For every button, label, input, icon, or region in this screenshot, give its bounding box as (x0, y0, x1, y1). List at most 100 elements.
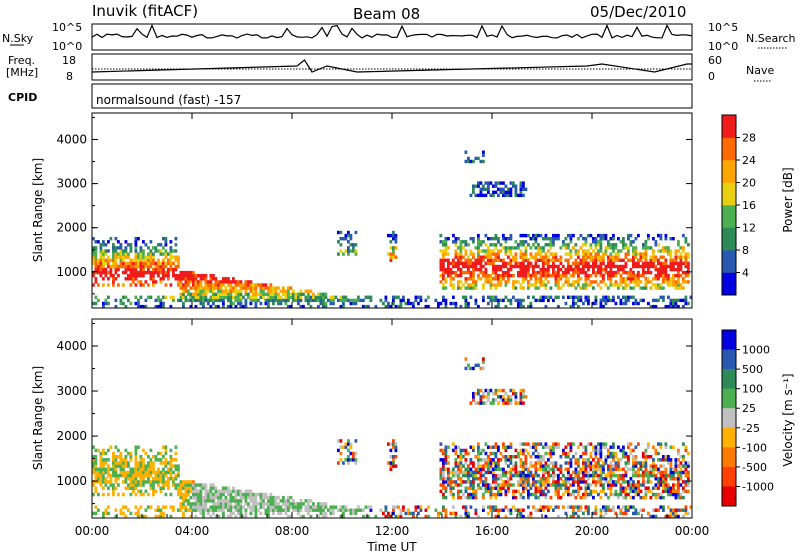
power-cell (589, 255, 593, 259)
velocity-cell (122, 467, 125, 472)
power-cell (484, 181, 488, 185)
power-cell (394, 233, 398, 238)
power-cell (222, 277, 225, 281)
velocity-cell (554, 505, 558, 509)
power-cell (137, 264, 140, 269)
power-cell (497, 193, 500, 198)
power-cell (624, 280, 628, 284)
power-cell (399, 304, 403, 309)
power-cell (324, 304, 328, 309)
power-cell (522, 277, 525, 281)
power-cell (447, 252, 450, 256)
power-cell (264, 292, 268, 296)
power-cell (674, 274, 678, 278)
velocity-cell (499, 473, 503, 478)
velocity-cell (167, 461, 170, 465)
velocity-cell (332, 508, 335, 512)
velocity-cell (519, 451, 523, 456)
power-cell (392, 237, 395, 241)
power-cell (159, 249, 163, 253)
power-cell (609, 255, 613, 259)
velocity-cell (224, 495, 228, 500)
power-cell (599, 301, 603, 306)
power-cell (594, 270, 598, 275)
power-cell (474, 301, 478, 306)
velocity-cell (217, 499, 220, 503)
power-cell (124, 277, 128, 281)
colorbar-tick-label: 4 (742, 267, 749, 280)
power-cell (582, 264, 585, 269)
power-cell (629, 280, 633, 284)
power-cell (612, 255, 615, 259)
velocity-cell (644, 467, 648, 472)
velocity-cell (149, 458, 153, 462)
velocity-cell (627, 458, 630, 462)
power-cell (292, 295, 295, 299)
power-cell (229, 292, 233, 296)
power-cell (537, 298, 540, 303)
velocity-cell (584, 461, 588, 465)
velocity-cell (317, 508, 320, 512)
power-cell (292, 298, 295, 303)
velocity-cell (604, 458, 608, 462)
velocity-cell (237, 505, 240, 509)
power-cell (224, 286, 228, 290)
velocity-cell (644, 461, 648, 465)
power-cell (482, 270, 485, 275)
power-cell (244, 283, 248, 287)
velocity-cell (127, 483, 130, 487)
velocity-cell (192, 483, 195, 487)
power-cell (127, 252, 130, 256)
power-cell (277, 292, 280, 296)
velocity-cell (467, 511, 470, 516)
velocity-cell (594, 467, 598, 472)
power-cell (347, 252, 350, 256)
power-cell (109, 258, 113, 262)
velocity-cell (469, 492, 473, 497)
velocity-cell (162, 483, 165, 487)
power-cell (494, 304, 498, 309)
power-cell (627, 298, 630, 303)
power-cell (602, 258, 605, 262)
velocity-cell (152, 455, 155, 459)
velocity-cell (604, 511, 608, 516)
velocity-cell (139, 464, 143, 468)
power-cell (522, 243, 525, 247)
velocity-cell (464, 495, 468, 500)
velocity-cell (569, 473, 573, 478)
power-cell (492, 237, 495, 241)
power-cell (587, 255, 590, 259)
power-cell (467, 156, 470, 161)
velocity-cell (152, 470, 155, 475)
power-cell (104, 298, 108, 303)
power-cell (169, 261, 173, 266)
power-cell (217, 292, 220, 296)
velocity-cell (92, 461, 95, 465)
power-cell (667, 277, 670, 281)
velocity-cell (682, 508, 685, 512)
velocity-cell (529, 483, 533, 487)
power-cell (197, 292, 200, 296)
power-cell (517, 264, 520, 269)
power-cell (479, 270, 483, 275)
power-cell (289, 286, 293, 290)
y-tick-label: 1000 (56, 474, 87, 488)
velocity-cell (519, 511, 523, 516)
velocity-cell (154, 455, 158, 459)
velocity-cell (112, 470, 115, 475)
velocity-cell (514, 395, 518, 399)
power-cell (164, 274, 168, 278)
power-cell (149, 240, 153, 244)
velocity-cell (179, 492, 183, 497)
velocity-cell (604, 461, 608, 465)
power-cell (619, 301, 623, 306)
power-cell (677, 286, 680, 290)
power-cell (534, 264, 538, 269)
velocity-cell (254, 502, 258, 506)
velocity-cell (614, 489, 618, 494)
power-cell (654, 258, 658, 262)
power-cell (687, 252, 690, 256)
power-cell (547, 258, 550, 262)
velocity-cell (187, 480, 190, 484)
velocity-cell (472, 366, 475, 371)
